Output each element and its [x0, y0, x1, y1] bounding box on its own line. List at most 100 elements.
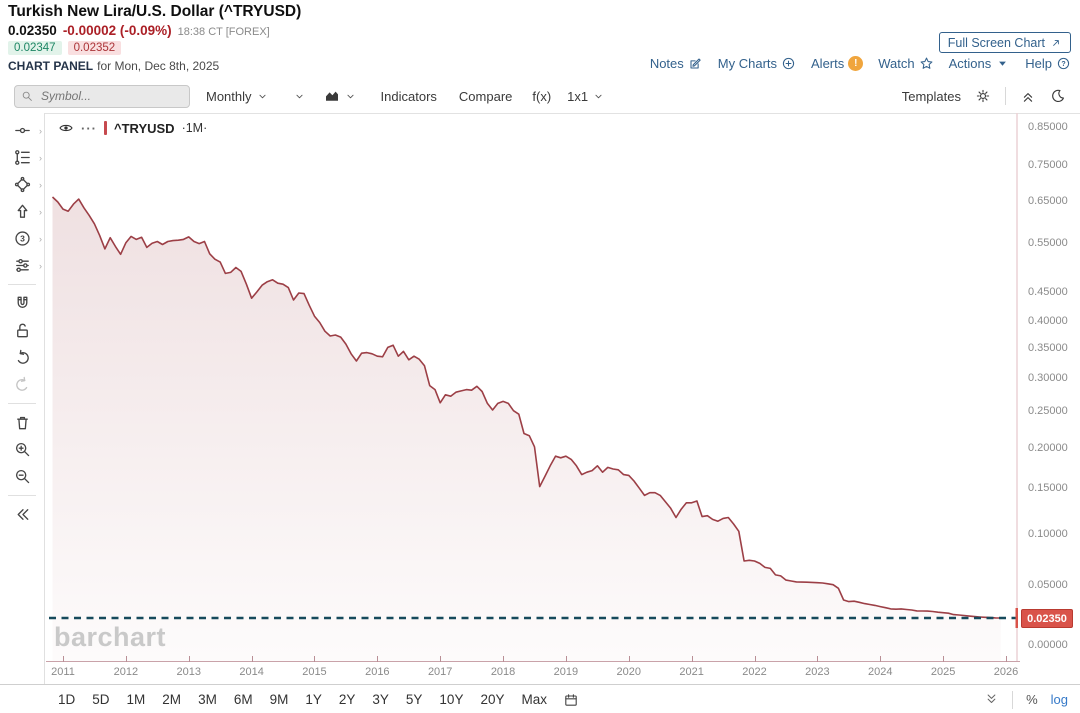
fibonacci-tools-button[interactable]: ›: [0, 144, 44, 171]
range-5d-button[interactable]: 5D: [92, 692, 110, 707]
current-price-badge: 0.02350: [1021, 609, 1073, 628]
price-area-fill: [52, 197, 1001, 661]
range-3y-button[interactable]: 3Y: [372, 692, 389, 707]
grid-layout-dropdown[interactable]: 1x1: [567, 89, 605, 104]
delete-drawings-button[interactable]: [0, 409, 44, 436]
range-2m-button[interactable]: 2M: [162, 692, 182, 707]
expressions-button[interactable]: f(x): [532, 88, 552, 104]
sidebar-divider: [8, 403, 36, 404]
gear-icon: [975, 88, 991, 104]
x-axis-label: 2012: [113, 666, 139, 678]
range-1y-button[interactable]: 1Y: [305, 692, 322, 707]
symbol-search-input[interactable]: [39, 88, 163, 104]
compare-button[interactable]: Compare: [458, 88, 513, 104]
help-link[interactable]: Help?: [1025, 56, 1071, 71]
legend-frequency: ·1M·: [181, 121, 208, 135]
range-2y-button[interactable]: 2Y: [338, 692, 356, 707]
quote-header: Turkish New Lira/U.S. Dollar (^TRYUSD) 0…: [0, 0, 1080, 80]
range-1d-button[interactable]: 1D: [58, 692, 76, 707]
measure-tools-button[interactable]: ›: [0, 252, 44, 279]
y-axis-label: 0.15000: [1028, 482, 1068, 494]
indicators-button[interactable]: Indicators: [380, 88, 437, 104]
bid-ask: 0.02347 0.02352: [8, 41, 122, 55]
custom-date-button[interactable]: [563, 692, 579, 708]
last-price: 0.02350: [8, 23, 57, 38]
panel-label: CHART PANEL: [8, 59, 94, 73]
date-range-dropdown[interactable]: [293, 90, 306, 103]
legend-symbol: ^TRYUSD: [114, 120, 175, 136]
eye-icon[interactable]: [58, 120, 74, 136]
collapse-left-icon: [13, 505, 32, 524]
price-line: [51, 196, 1001, 619]
edit-icon: [688, 56, 703, 71]
flyout-chevron-icon: ›: [39, 233, 42, 244]
elliott-waves-button[interactable]: 3 ›: [0, 225, 44, 252]
svg-text:?: ?: [1061, 60, 1065, 68]
symbol-search[interactable]: [14, 84, 190, 108]
range-1m-button[interactable]: 1M: [126, 692, 146, 707]
redo-button[interactable]: [0, 371, 44, 398]
range-9m-button[interactable]: 9M: [269, 692, 289, 707]
shapes-button[interactable]: ›: [0, 171, 44, 198]
frequency-dropdown[interactable]: Monthly: [206, 89, 269, 104]
y-axis-label: 0.35000: [1028, 342, 1068, 354]
flyout-chevron-icon: ›: [39, 179, 42, 190]
unlock-drawings-button[interactable]: [0, 317, 44, 344]
trend-lines-button[interactable]: ›: [0, 117, 44, 144]
x-axis-label: 2011: [51, 666, 75, 678]
range-20y-button[interactable]: 20Y: [480, 692, 505, 707]
trash-icon: [13, 413, 32, 432]
range-3m-button[interactable]: 3M: [198, 692, 217, 707]
alerts-link[interactable]: Alerts!: [811, 56, 864, 71]
x-axis-label: 2017: [427, 666, 453, 678]
caret-down-icon: [995, 56, 1010, 71]
chevron-down-icon: [344, 90, 357, 103]
log-scale-toggle[interactable]: log: [1050, 692, 1068, 707]
bottom-toolbar: 1D 5D 1M 2M 3M 6M 9M 1Y 2Y 3Y 5Y 10Y 20Y Max % log: [0, 684, 1080, 713]
chevron-down-icon: [293, 90, 306, 103]
actions-menu[interactable]: Actions: [949, 56, 1011, 71]
range-6m-button[interactable]: 6M: [233, 692, 253, 707]
search-icon: [21, 90, 34, 103]
flyout-chevron-icon: ›: [39, 206, 42, 217]
range-10y-button[interactable]: 10Y: [439, 692, 464, 707]
zoom-in-button[interactable]: [0, 436, 44, 463]
fullscreen-chart-button[interactable]: Full Screen Chart: [938, 32, 1071, 53]
collapse-sidebar-button[interactable]: [0, 501, 44, 528]
percent-scale-toggle[interactable]: %: [1026, 692, 1038, 707]
zoom-out-button[interactable]: [0, 463, 44, 490]
double-chevron-down-icon[interactable]: [984, 692, 999, 707]
templates-button[interactable]: Templates: [901, 88, 961, 104]
annotations-button[interactable]: ›: [0, 198, 44, 225]
x-axis-label: 2025: [930, 666, 956, 678]
range-max-button[interactable]: Max: [521, 692, 547, 707]
legend-more-icon[interactable]: ···: [81, 120, 97, 136]
y-axis-label: 0.85000: [1028, 121, 1068, 133]
panel-date: for Mon, Dec 8th, 2025: [97, 59, 220, 73]
alert-badge-icon: !: [848, 56, 864, 71]
price-change: -0.00002 (-0.09%): [62, 23, 172, 38]
quick-links: Notes My Charts Alerts! Watch Actions He…: [650, 56, 1071, 71]
bottom-divider: [1012, 690, 1014, 709]
price-axis[interactable]: 0.85000 0.75000 0.65000 0.55000 0.45000 0.400…: [1018, 113, 1080, 662]
y-axis-label: 0.05000: [1028, 579, 1068, 591]
y-axis-label: 0.30000: [1028, 372, 1068, 384]
dark-mode-toggle[interactable]: [1050, 88, 1066, 104]
moon-icon: [1050, 88, 1066, 104]
collapse-toolbar-button[interactable]: [1020, 88, 1036, 104]
zoom-in-icon: [13, 440, 32, 459]
notes-link[interactable]: Notes: [650, 56, 703, 71]
undo-button[interactable]: [0, 344, 44, 371]
barchart-watermark: barchart: [54, 622, 167, 652]
series-color-bar: [104, 121, 107, 135]
x-axis-label: 2020: [616, 666, 642, 678]
drawing-tools-sidebar: › › › › 3 › ›: [0, 113, 45, 684]
magnet-mode-button[interactable]: [0, 290, 44, 317]
range-5y-button[interactable]: 5Y: [405, 692, 423, 707]
my-charts-link[interactable]: My Charts: [718, 56, 796, 71]
watch-link[interactable]: Watch: [878, 56, 933, 71]
chart-settings-button[interactable]: [975, 88, 991, 104]
price-chart[interactable]: ··· ^TRYUSD ·1M· barchart: [46, 113, 1018, 662]
chart-type-dropdown[interactable]: [324, 88, 357, 104]
